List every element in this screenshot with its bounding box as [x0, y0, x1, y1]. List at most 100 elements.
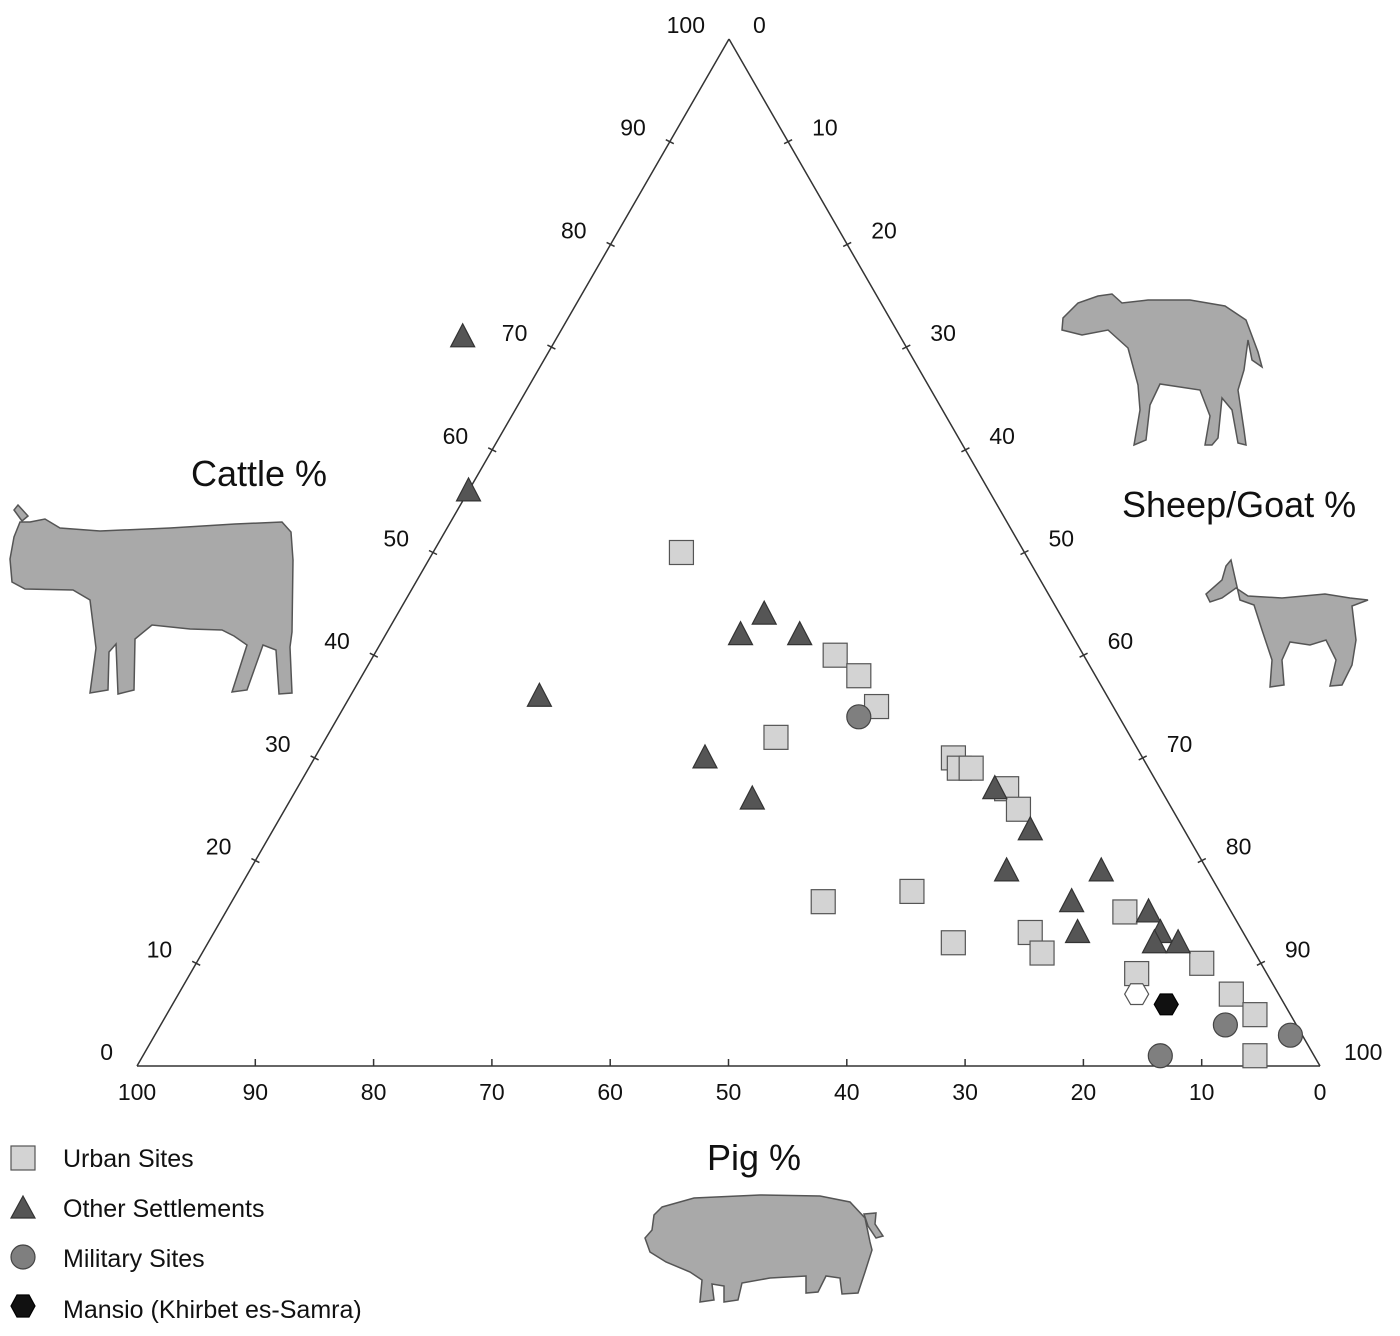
data-point-military: [1147, 1043, 1173, 1069]
data-point-other: [692, 743, 718, 769]
cattle-tick-label: 100: [667, 12, 705, 38]
data-point-other: [1058, 887, 1085, 913]
data-point-mansio: [1153, 993, 1179, 1016]
legend-marker-mansio: [10, 1294, 36, 1318]
data-point-other: [1135, 897, 1162, 923]
cattle-tick: [487, 447, 497, 453]
cattle-tick-label: 90: [620, 115, 646, 141]
pig-tick-label: 50: [716, 1079, 742, 1105]
data-point-urban: [958, 755, 984, 781]
sheep-goat-tick-label: 100: [1344, 1039, 1382, 1065]
cattle-icon: [9, 503, 294, 695]
data-point-other: [739, 784, 766, 810]
cattle-tick: [191, 960, 201, 966]
data-point-urban: [763, 724, 789, 750]
data-point-urban: [940, 930, 966, 956]
cattle-tick-label: 70: [502, 320, 528, 346]
cattle-tick: [428, 549, 438, 556]
data-point-urban: [1218, 981, 1244, 1007]
data-point-other: [1165, 928, 1192, 954]
data-point-military: [1277, 1022, 1304, 1048]
pig-icon: [644, 1194, 885, 1303]
data-point-urban: [822, 642, 848, 668]
sheep-goat-tick: [1256, 960, 1266, 966]
cattle-tick-label: 30: [265, 731, 291, 757]
data-point-urban: [899, 878, 925, 905]
sheep-goat-tick-label: 40: [989, 423, 1015, 449]
legend: Urban Sites Other Settlements Military S…: [9, 1145, 362, 1324]
pig-tick-label: 40: [834, 1079, 860, 1105]
data-point-urban: [668, 539, 695, 566]
cattle-tick-label: 80: [561, 217, 587, 243]
sheep-goat-tick-label: 50: [1049, 526, 1075, 552]
legend-label-military: Military Sites: [63, 1245, 205, 1273]
sheep-goat-tick: [1079, 652, 1088, 658]
legend-marker-other: [9, 1194, 37, 1219]
data-point-military: [1212, 1012, 1238, 1038]
sheep-goat-tick-label: 10: [812, 115, 838, 141]
sheep-goat-tick: [901, 344, 911, 350]
cattle-tick: [369, 652, 379, 658]
data-point-other: [1141, 928, 1168, 954]
sheep-goat-tick-label: 90: [1285, 936, 1311, 962]
cattle-tick-label: 20: [206, 834, 232, 860]
data-point-other: [786, 620, 813, 646]
goat-icon: [1205, 558, 1369, 688]
cattle-tick-label: 60: [443, 423, 469, 449]
sheep-goat-tick-label: 60: [1108, 628, 1134, 654]
cattle-tick: [251, 857, 260, 864]
sheep-goat-tick: [1197, 857, 1207, 864]
sheep-goat-tick-label: 80: [1226, 834, 1252, 860]
pig-tick-label: 20: [1071, 1079, 1097, 1105]
cattle-tick-label: 50: [383, 526, 409, 552]
data-point-urban: [1189, 950, 1215, 976]
data-point-other: [1088, 856, 1115, 882]
cattle-tick-label: 10: [147, 936, 173, 962]
cattle-tick: [547, 344, 556, 350]
data-point-urban: [1005, 796, 1032, 822]
legend-marker-military: [10, 1244, 36, 1270]
sheep-goat-tick-label: 30: [930, 320, 956, 346]
data-point-other: [1017, 815, 1044, 841]
sheep-goat-tick: [961, 447, 970, 453]
sheep-goat-tick: [783, 139, 793, 145]
data-point-urban: [1124, 960, 1150, 987]
data-point-urban: [846, 663, 872, 689]
data-point-other: [727, 620, 754, 646]
data-point-mansio-open: [1123, 983, 1150, 1006]
data-point-urban: [1112, 899, 1138, 925]
data-point-urban: [1029, 940, 1055, 966]
data-point-other: [981, 774, 1008, 800]
data-point-urban: [810, 889, 836, 915]
legend-label-urban: Urban Sites: [63, 1145, 194, 1173]
sheep-goat-tick: [842, 241, 852, 248]
data-point-other: [1064, 918, 1091, 944]
pig-tick-label: 0: [1314, 1079, 1327, 1105]
data-point-other: [526, 681, 553, 707]
data-point-other: [751, 599, 778, 625]
sheep-goat-tick-label: 20: [871, 217, 897, 243]
cattle-tick: [606, 241, 615, 248]
sheep-icon: [1061, 293, 1264, 447]
cattle-tick: [310, 755, 319, 761]
data-point-other: [449, 322, 476, 348]
pig-tick-label: 30: [952, 1079, 978, 1105]
data-points: [449, 322, 1304, 1069]
pig-axis-title: Pig %: [707, 1137, 801, 1178]
data-point-military: [846, 704, 872, 730]
sheep-goat-tick: [1020, 549, 1029, 556]
data-point-urban: [1242, 1002, 1268, 1028]
legend-label-other: Other Settlements: [63, 1195, 264, 1223]
cattle-tick-label: 0: [100, 1039, 113, 1065]
data-point-urban: [1242, 1043, 1268, 1069]
pig-tick-label: 70: [479, 1079, 505, 1105]
pig-tick-label: 10: [1189, 1079, 1215, 1105]
cattle-tick: [665, 139, 675, 145]
sheep-goat-tick-label: 70: [1167, 731, 1193, 757]
pig-tick-label: 60: [597, 1079, 623, 1105]
axis-ticks: [191, 139, 1266, 1066]
pig-tick-label: 100: [118, 1079, 156, 1105]
data-point-other: [993, 856, 1020, 882]
